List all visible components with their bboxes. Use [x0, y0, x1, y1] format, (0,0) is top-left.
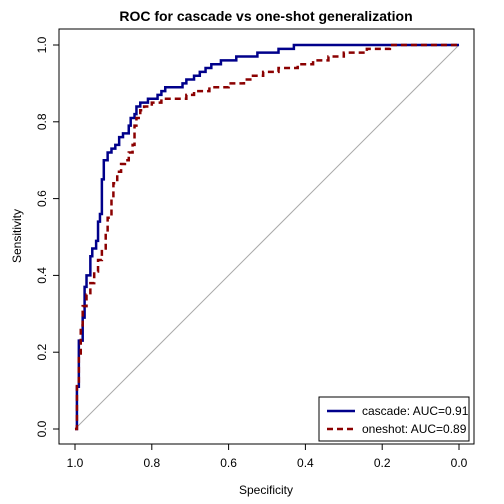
- series-line-cascade: [75, 43, 459, 431]
- y-tick-label: 0.2: [35, 344, 49, 361]
- x-tick-label: 1.0: [67, 456, 84, 470]
- x-axis: 1.0 0.8 0.6 0.4 0.2 0.0: [67, 443, 468, 470]
- y-tick-label: 0.4: [35, 267, 49, 284]
- series-layer: [75, 43, 459, 431]
- y-tick-label: 0.0: [35, 420, 49, 437]
- y-tick-label: 0.8: [35, 113, 49, 130]
- y-tick-label: 0.6: [35, 190, 49, 207]
- series-line-oneshot: [75, 43, 459, 431]
- plot-frame: [58, 28, 475, 445]
- y-axis-label: Sensitivity: [10, 209, 24, 263]
- y-tick-label: 1.0: [35, 36, 49, 53]
- x-tick-label: 0.4: [297, 456, 314, 470]
- legend-label-oneshot: oneshot: AUC=0.89: [362, 422, 467, 436]
- plot-area: [58, 28, 475, 445]
- x-tick-label: 0.8: [143, 456, 160, 470]
- chart-title: ROC for cascade vs one-shot generalizati…: [119, 8, 412, 24]
- legend: cascade: AUC=0.91 oneshot: AUC=0.89: [318, 396, 470, 442]
- y-axis: 0.0 0.2 0.4 0.6 0.8 1.0: [35, 36, 60, 437]
- x-tick-label: 0.2: [374, 456, 391, 470]
- x-tick-label: 0.6: [220, 456, 237, 470]
- x-axis-label: Specificity: [239, 483, 293, 497]
- x-tick-label: 0.0: [451, 456, 468, 470]
- reference-diagonal: [74, 44, 460, 430]
- legend-box: [318, 396, 470, 442]
- legend-label-cascade: cascade: AUC=0.91: [362, 404, 469, 418]
